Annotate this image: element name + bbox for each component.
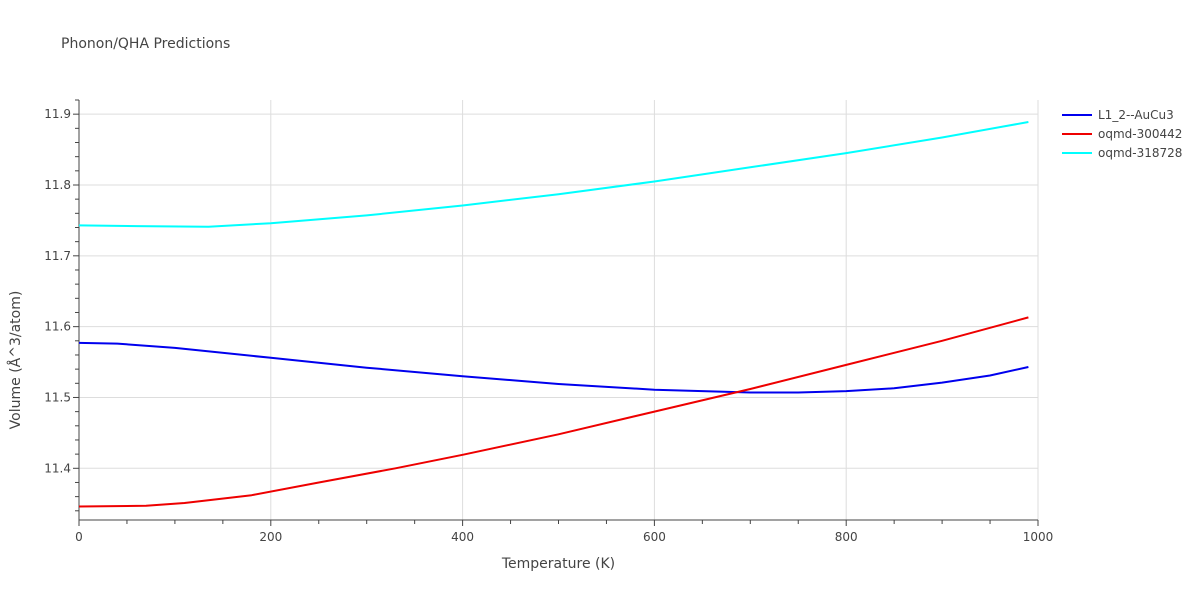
series-lines xyxy=(78,121,1029,508)
series-line-oqmd-300442 xyxy=(78,316,1029,508)
x-tick-label: 0 xyxy=(75,530,83,544)
x-tick-label: 600 xyxy=(643,530,666,544)
legend-item[interactable]: L1_2--AuCu3 xyxy=(1062,105,1182,124)
legend-swatch xyxy=(1062,151,1092,154)
x-tick-label: 200 xyxy=(259,530,282,544)
y-tick-label: 11.9 xyxy=(44,107,71,121)
legend-item[interactable]: oqmd-318728 xyxy=(1062,143,1182,162)
x-axis-title: Temperature (K) xyxy=(501,556,615,572)
grid-lines xyxy=(79,100,1039,520)
legend-label: oqmd-300442 xyxy=(1098,126,1183,141)
y-tick-label: 11.7 xyxy=(44,249,71,263)
y-tick-label: 11.8 xyxy=(44,178,71,192)
axes xyxy=(73,99,1039,526)
series-line-oqmd-318728 xyxy=(78,121,1029,228)
legend-item[interactable]: oqmd-300442 xyxy=(1062,124,1182,143)
legend-swatch xyxy=(1062,113,1092,116)
legend-label: L1_2--AuCu3 xyxy=(1098,107,1174,122)
series-line-l1-2-aucu3 xyxy=(78,341,1029,394)
x-tick-label: 800 xyxy=(835,530,858,544)
legend[interactable]: L1_2--AuCu3 oqmd-300442 oqmd-318728 xyxy=(1062,105,1182,162)
y-tick-label: 11.5 xyxy=(44,390,71,404)
chart-title: Phonon/QHA Predictions xyxy=(61,36,231,52)
y-tick-label: 11.6 xyxy=(44,320,71,334)
legend-swatch xyxy=(1062,132,1092,135)
x-tick-label: 1000 xyxy=(1023,530,1054,544)
axis-labels: 0 200 400 600 800 1000 11.4 11.5 11.6 11.7 11.8 11.… xyxy=(7,107,1053,572)
y-tick-label: 11.4 xyxy=(44,461,71,475)
y-axis-title: Volume (Å^3/atom) xyxy=(7,291,24,430)
x-tick-label: 400 xyxy=(451,530,474,544)
legend-label: oqmd-318728 xyxy=(1098,145,1183,160)
